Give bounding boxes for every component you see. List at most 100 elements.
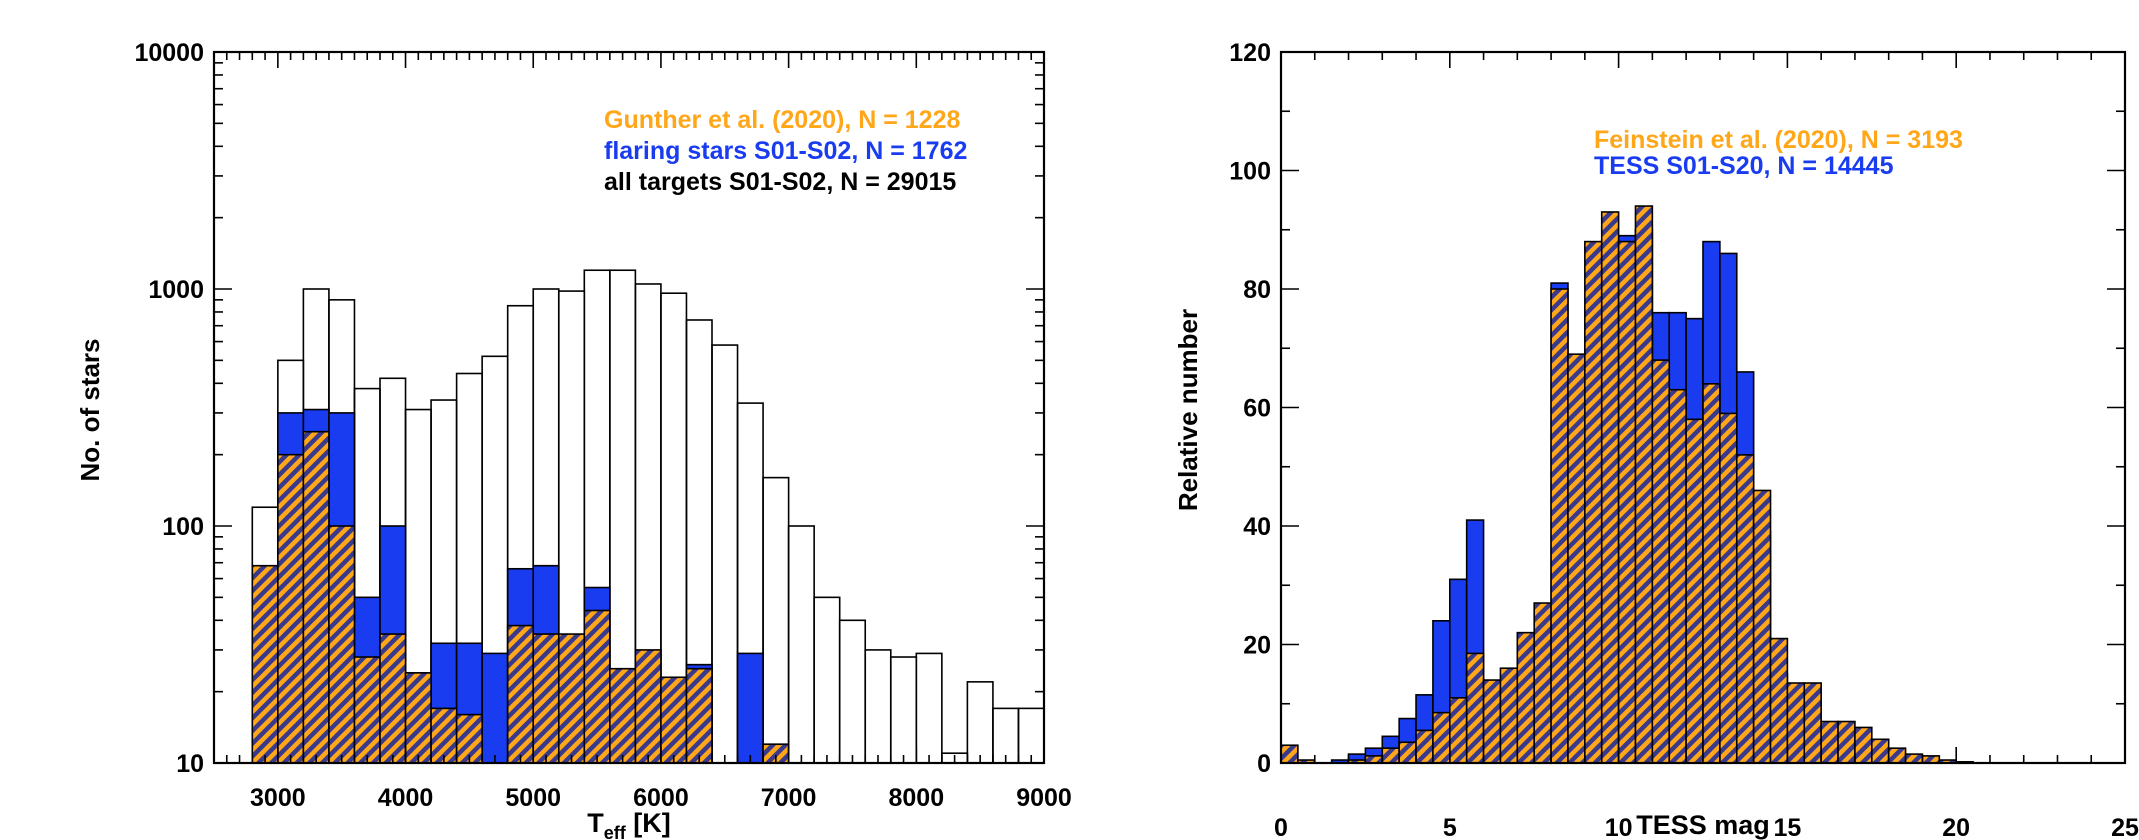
bar [1735, 454, 1755, 764]
legend-entry: Feinstein et al. (2020), N = 3193 [1594, 126, 1963, 154]
bar [557, 633, 586, 764]
x-tick-label: 5000 [505, 784, 561, 812]
bar [1786, 682, 1806, 764]
bar [1769, 637, 1789, 764]
bar [736, 652, 764, 764]
y-axis-label: No. of stars [75, 338, 105, 481]
x-tick-label: 8000 [888, 784, 944, 812]
bar [1685, 418, 1704, 764]
bar [532, 633, 560, 764]
bar [915, 652, 943, 764]
bar [583, 609, 611, 764]
y-tick-label: 100 [162, 513, 204, 541]
x-tick-label: 9000 [1016, 784, 1072, 812]
bar [1280, 744, 1299, 764]
bar [787, 525, 815, 764]
x-tick-label: 7000 [761, 784, 817, 812]
bar [1398, 741, 1417, 764]
x-tick-label: 3000 [250, 784, 306, 812]
x-tick-label: 6000 [633, 784, 689, 812]
bar [251, 564, 279, 764]
x-axis-label: TESS mag [1636, 810, 1770, 840]
bar [685, 667, 713, 764]
bar [1432, 711, 1451, 764]
bar [660, 676, 688, 764]
plot-frame [212, 50, 1046, 765]
bar [1567, 353, 1586, 764]
bar [838, 619, 867, 764]
bar [1803, 682, 1822, 764]
bar [506, 624, 535, 764]
bar [277, 453, 305, 764]
y-tick-label: 1000 [148, 276, 204, 304]
bar [404, 672, 432, 764]
bar [966, 681, 994, 764]
bar [328, 525, 356, 764]
x-tick-label: 4000 [378, 784, 434, 812]
bar [1904, 753, 1924, 764]
y-axis-label: Relative number [1173, 309, 1203, 511]
bar [455, 713, 483, 764]
bar [1415, 729, 1434, 764]
bar [813, 596, 841, 764]
bar [609, 667, 637, 764]
x-tick-label: 0 [1274, 814, 1288, 840]
bar [481, 652, 509, 764]
bar [353, 656, 381, 764]
legend-entry: all targets S01-S02, N = 29015 [604, 168, 956, 196]
bar [1550, 288, 1569, 764]
bar [1600, 211, 1620, 764]
bar [992, 707, 1020, 764]
x-tick-label: 20 [1942, 814, 1970, 840]
legend-entry: flaring stars S01-S02, N = 1762 [604, 137, 967, 165]
y-tick-label: 40 [1243, 513, 1271, 541]
bar [1449, 697, 1468, 764]
bar [1837, 720, 1856, 764]
chart-tess-mag-histogram: 0 5 10 15 20 25 0 20 40 60 80 100 120 TESS mag Relativ… [1173, 39, 2139, 840]
bar [762, 476, 790, 764]
y-tick-label: 60 [1243, 395, 1271, 423]
y-tick-label: 10000 [134, 39, 204, 67]
y-tick-label: 80 [1243, 276, 1271, 304]
bar [1752, 489, 1772, 764]
y-tick-label: 100 [1229, 158, 1271, 186]
bar [1854, 726, 1873, 764]
bar [1381, 747, 1400, 764]
bar [1017, 707, 1045, 764]
bar [1482, 679, 1502, 764]
x-tick-label: 5 [1443, 814, 1457, 840]
bar [711, 344, 739, 764]
series-feinstein-et-al-2020 [1280, 205, 1974, 764]
y-tick-label: 10 [176, 750, 204, 778]
legend-entry: TESS S01-S20, N = 14445 [1594, 152, 1894, 180]
series-gunther-et-al-2020 [251, 430, 790, 764]
y-tick-label: 120 [1229, 39, 1271, 67]
x-tick-label: 25 [2111, 814, 2139, 840]
legend-entry: Gunther et al. (2020), N = 1228 [604, 106, 960, 134]
bar [1651, 359, 1671, 764]
bar [430, 707, 458, 764]
bar [302, 430, 330, 764]
y-tick-label: 20 [1243, 632, 1271, 660]
bar [1634, 205, 1654, 764]
bar [1516, 631, 1535, 764]
bar [1499, 667, 1519, 764]
bar [1584, 240, 1603, 764]
bar [1533, 602, 1552, 764]
bar [1702, 382, 1721, 764]
y-tick-label: 0 [1257, 750, 1271, 778]
bar [634, 649, 662, 764]
bar [889, 656, 918, 764]
bar [1719, 412, 1738, 764]
bar [1820, 720, 1839, 764]
bar [1465, 652, 1485, 764]
bar [1617, 240, 1637, 764]
bar [1871, 738, 1890, 764]
bar [864, 649, 892, 764]
chart-teff-histogram: 3000 4000 5000 6000 7000 8000 9000 10 100 1000 100… [75, 39, 1072, 840]
x-tick-label: 15 [1773, 814, 1801, 840]
bar [1887, 747, 1907, 764]
bar [379, 633, 407, 764]
bar [1668, 388, 1687, 764]
